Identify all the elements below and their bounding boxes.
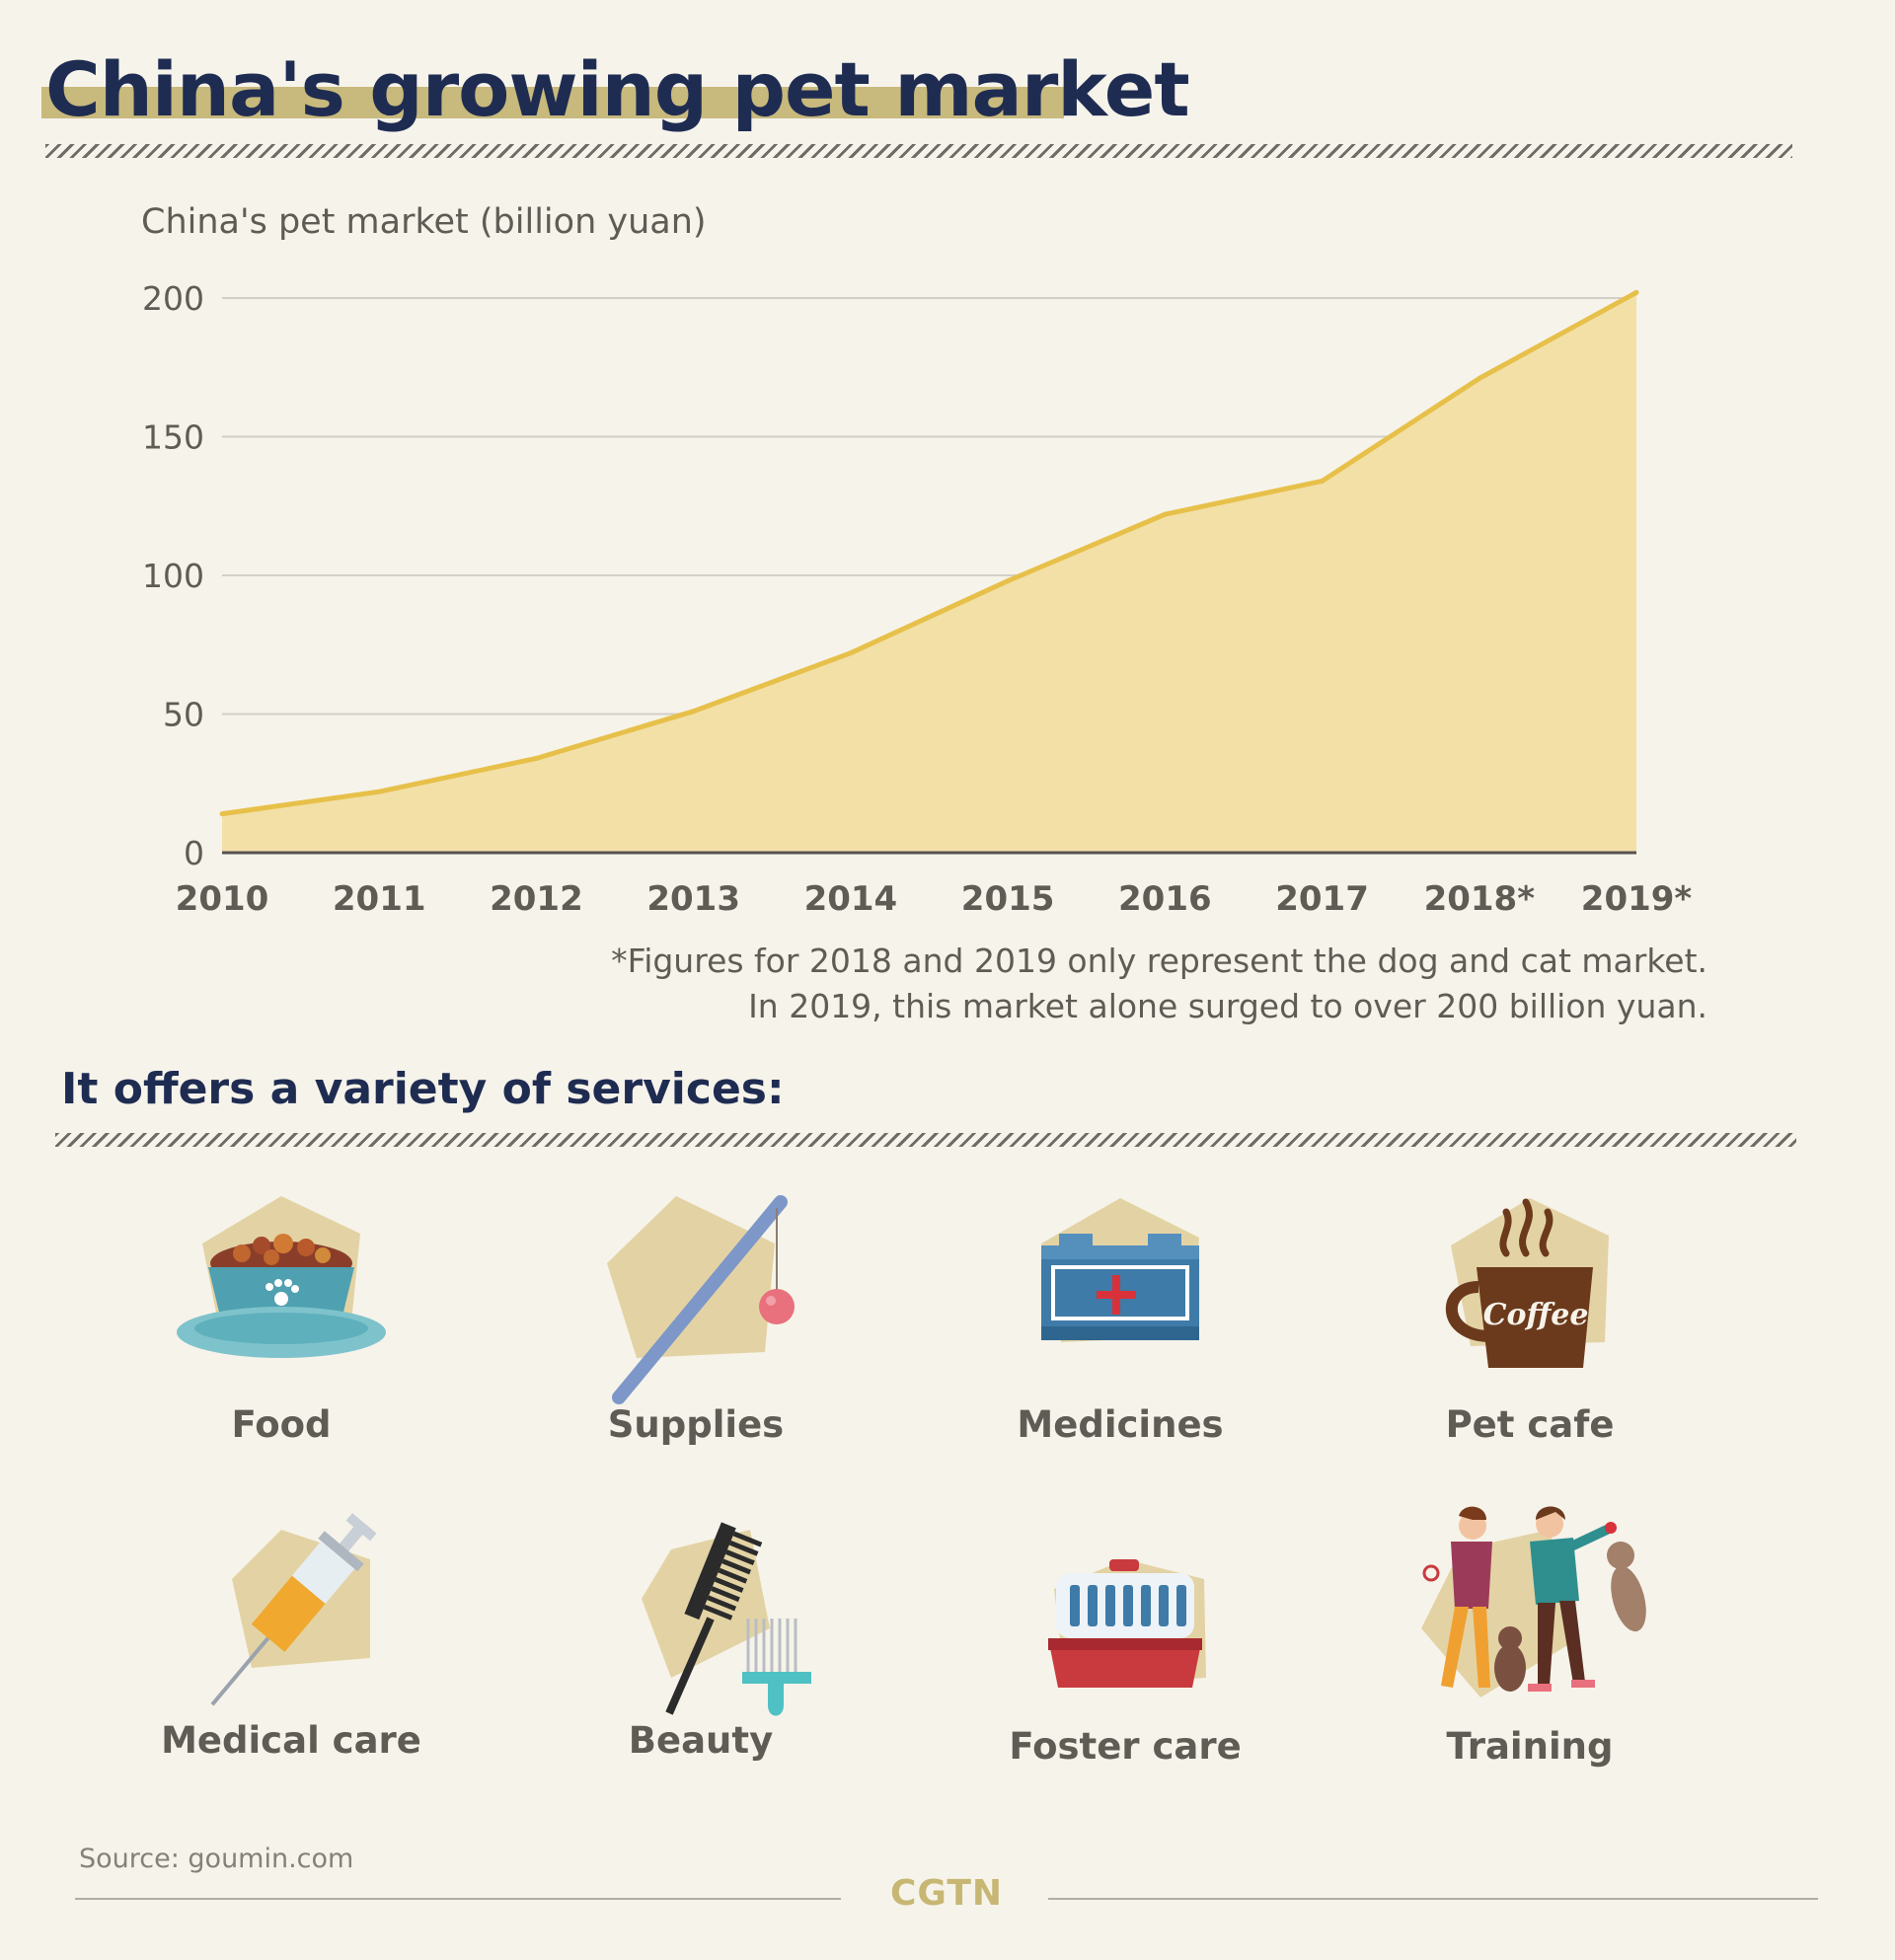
footer-rule-right <box>1048 1898 1818 1900</box>
service-foster-care: Foster care <box>957 1490 1293 1776</box>
service-training: Training <box>1362 1490 1698 1776</box>
data-point <box>848 650 854 656</box>
area-fill <box>222 292 1636 853</box>
data-point <box>219 811 225 817</box>
pet-food-bowl-icon <box>177 1196 386 1358</box>
brand-logo: CGTN <box>890 1873 1004 1914</box>
coffee-cup-text: Coffee <box>1483 1298 1589 1332</box>
service-beauty: Beauty <box>533 1490 869 1776</box>
service-medicines: Medicines <box>952 1184 1288 1470</box>
syringe-icon <box>210 1513 377 1706</box>
comb-and-brush-icon <box>642 1522 811 1716</box>
service-label-foster-care: Foster care <box>1009 1725 1242 1768</box>
x-tick-label: 2017 <box>1275 879 1369 919</box>
y-tick-label: 0 <box>184 834 204 872</box>
service-supplies: Supplies <box>528 1184 864 1470</box>
pet-market-area-chart: China's pet market (billion yuan) 0 50 100… <box>141 202 1693 919</box>
data-point <box>1320 478 1326 484</box>
x-tick-label: 2016 <box>1118 879 1212 919</box>
data-point <box>376 789 382 794</box>
service-medical-care: Medical care <box>123 1490 459 1776</box>
service-label-pet-cafe: Pet cafe <box>1445 1403 1615 1446</box>
coffee-cup-icon: Coffee <box>1446 1198 1609 1368</box>
service-pet-cafe: Coffee Pet cafe <box>1362 1184 1698 1470</box>
y-axis-label: China's pet market (billion yuan) <box>141 202 707 242</box>
first-aid-kit-icon <box>1041 1198 1199 1342</box>
x-tick-label: 2011 <box>333 879 426 919</box>
service-label-beauty: Beauty <box>628 1719 774 1762</box>
y-tick-labels: 0 50 100 150 200 <box>142 279 204 872</box>
data-point <box>533 755 539 761</box>
x-tick-label: 2013 <box>646 879 740 919</box>
y-tick-label: 50 <box>163 696 204 734</box>
service-label-medicines: Medicines <box>1017 1403 1224 1446</box>
service-label-medical-care: Medical care <box>161 1719 421 1762</box>
pet-carrier-icon <box>1048 1559 1206 1688</box>
service-food: Food <box>114 1184 449 1470</box>
series-line <box>221 290 1638 817</box>
data-point <box>1477 375 1482 381</box>
cat-teaser-wand-icon <box>607 1195 795 1404</box>
x-tick-label: 2014 <box>804 879 898 919</box>
chart-footnote-line-1: *Figures for 2018 and 2019 only represen… <box>611 942 1707 980</box>
hatched-divider-services <box>55 1133 1796 1147</box>
data-point <box>1005 578 1011 584</box>
service-label-food: Food <box>231 1403 332 1446</box>
y-tick-label: 150 <box>142 418 204 457</box>
title-underline-band <box>41 87 1064 118</box>
x-tick-label: 2018* <box>1424 879 1536 919</box>
x-tick-label: 2015 <box>961 879 1055 919</box>
y-tick-label: 200 <box>142 279 204 318</box>
page-title: China's growing pet market <box>45 45 1190 133</box>
hatched-divider-top <box>45 144 1792 158</box>
service-label-supplies: Supplies <box>607 1403 785 1446</box>
x-tick-labels: 2010 2011 2012 2013 2014 2015 2016 2017 2018* 201… <box>176 879 1693 919</box>
x-tick-label: 2019* <box>1581 879 1693 919</box>
services-heading: It offers a variety of services: <box>61 1064 785 1114</box>
data-point <box>1162 511 1168 517</box>
x-tick-label: 2010 <box>176 879 269 919</box>
data-point <box>691 709 697 715</box>
dog-training-icon <box>1421 1506 1646 1697</box>
footer-rule-left <box>75 1898 841 1900</box>
chart-footnote-line-2: In 2019, this market alone surged to ove… <box>748 987 1707 1025</box>
x-tick-label: 2012 <box>490 879 583 919</box>
source-credit: Source: goumin.com <box>79 1844 354 1874</box>
data-point <box>1633 289 1639 295</box>
area-series <box>219 289 1639 855</box>
service-label-training: Training <box>1446 1725 1614 1768</box>
y-tick-label: 100 <box>142 557 204 595</box>
